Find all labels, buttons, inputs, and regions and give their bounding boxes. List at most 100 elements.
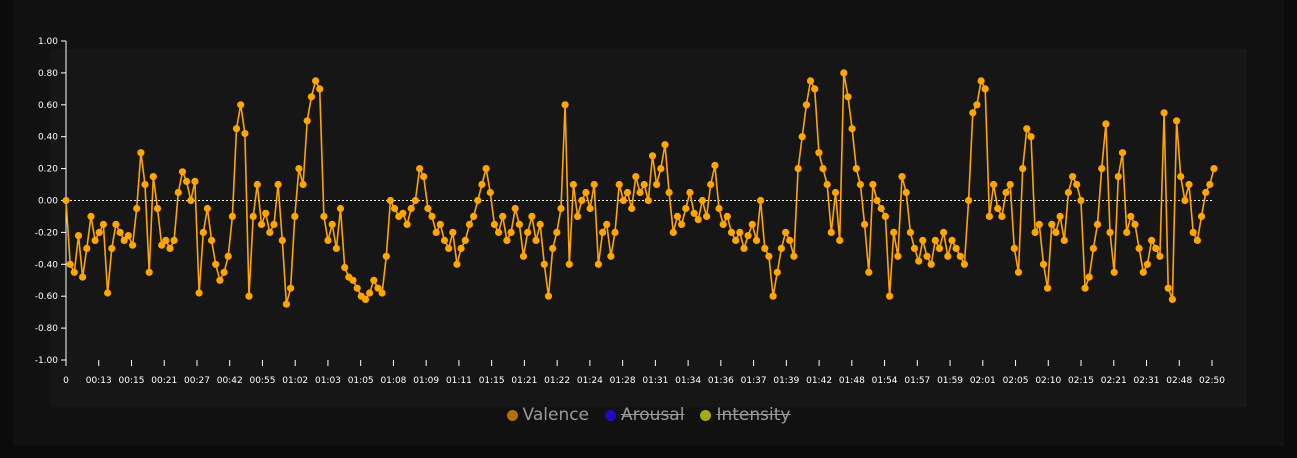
valence-data-point[interactable] [782,228,790,236]
valence-data-point[interactable] [287,284,295,292]
valence-data-point[interactable] [83,244,91,252]
valence-data-point[interactable] [644,196,652,205]
valence-data-point[interactable] [981,85,989,93]
valence-data-point[interactable] [1177,173,1185,181]
valence-data-point[interactable] [682,204,690,213]
valence-data-point[interactable] [877,204,885,213]
valence-data-point[interactable] [1189,228,1197,236]
valence-data-point[interactable] [923,252,931,260]
valence-data-point[interactable] [336,204,345,213]
valence-data-point[interactable] [723,212,731,220]
valence-data-point[interactable] [1098,165,1106,173]
valence-data-point[interactable] [952,244,960,252]
valence-data-point[interactable] [1002,188,1010,197]
valence-data-point[interactable] [416,165,424,173]
valence-data-point[interactable] [869,180,877,189]
valence-data-point[interactable] [445,244,453,252]
valence-data-point[interactable] [524,228,532,236]
valence-data-point[interactable] [158,241,166,249]
valence-data-point[interactable] [1039,260,1048,268]
valence-data-point[interactable] [361,295,370,303]
valence-data-point[interactable] [553,228,561,236]
valence-data-point[interactable] [615,180,623,189]
valence-data-point[interactable] [1185,180,1193,189]
valence-data-point[interactable] [569,180,578,189]
valence-data-point[interactable] [370,276,378,284]
valence-data-point[interactable] [590,180,598,189]
valence-data-point[interactable] [1114,173,1122,181]
valence-data-point[interactable] [312,77,320,85]
valence-data-point[interactable] [1060,236,1068,244]
valence-data-point[interactable] [366,289,374,297]
valence-data-point[interactable] [773,268,781,276]
valence-data-point[interactable] [316,85,324,93]
valence-data-point[interactable] [819,165,827,173]
valence-data-point[interactable] [270,220,278,228]
valence-data-point[interactable] [806,77,815,85]
valence-data-point[interactable] [669,228,677,236]
valence-data-point[interactable] [565,260,573,268]
valence-data-point[interactable] [703,212,711,220]
valence-data-point[interactable] [894,252,902,260]
valence-data-point[interactable] [694,216,702,224]
valence-data-point[interactable] [420,173,428,181]
valence-data-point[interactable] [104,289,112,297]
valence-data-point[interactable] [632,173,640,181]
valence-data-point[interactable] [948,236,956,244]
valence-data-point[interactable] [777,244,786,252]
valence-data-point[interactable] [786,236,794,244]
valence-data-point[interactable] [1006,180,1014,189]
valence-data-point[interactable] [603,220,611,228]
valence-data-point[interactable] [586,204,594,213]
valence-data-point[interactable] [1181,196,1189,205]
valence-data-point[interactable] [848,125,856,133]
valence-data-point[interactable] [1010,244,1018,252]
valence-data-point[interactable] [424,204,432,213]
valence-data-point[interactable] [906,228,915,236]
valence-data-point[interactable] [515,220,524,228]
valence-data-point[interactable] [740,244,748,252]
valence-data-point[interactable] [1056,212,1064,220]
valence-data-point[interactable] [765,252,773,260]
valence-data-point[interactable] [519,252,528,260]
valence-data-point[interactable] [1089,244,1097,252]
valence-data-point[interactable] [790,252,798,260]
valence-data-point[interactable] [1027,133,1035,141]
valence-data-point[interactable] [994,204,1002,213]
valence-data-point[interactable] [707,180,715,189]
valence-data-point[interactable] [162,236,170,244]
valence-data-point[interactable] [224,252,232,260]
valence-data-point[interactable] [499,212,507,220]
valence-data-point[interactable] [1085,273,1093,281]
valence-data-point[interactable] [79,273,87,281]
valence-data-point[interactable] [698,196,707,205]
valence-data-point[interactable] [973,101,981,109]
valence-data-point[interactable] [544,292,553,300]
valence-data-point[interactable] [561,101,569,109]
valence-data-point[interactable] [648,152,657,160]
valence-data-point[interactable] [1069,173,1077,181]
valence-data-point[interactable] [203,204,211,213]
valence-data-point[interactable] [1093,220,1102,228]
valence-data-point[interactable] [673,212,682,220]
valence-data-point[interactable] [278,236,286,244]
valence-data-point[interactable] [748,220,756,228]
valence-data-point[interactable] [1077,196,1085,205]
valence-data-point[interactable] [149,173,157,181]
valence-data-point[interactable] [133,204,141,213]
valence-data-point[interactable] [237,101,245,109]
valence-data-point[interactable] [727,228,736,236]
valence-data-point[interactable] [619,196,628,205]
valence-data-point[interactable] [873,196,881,205]
valence-data-point[interactable] [482,165,490,173]
valence-data-point[interactable] [428,212,436,220]
valence-data-point[interactable] [507,228,515,236]
valence-data-point[interactable] [831,188,840,197]
valence-data-point[interactable] [915,257,923,265]
valence-data-point[interactable] [432,228,440,236]
valence-data-point[interactable] [1197,212,1206,220]
valence-data-point[interactable] [495,228,503,236]
valence-data-point[interactable] [257,220,266,228]
valence-data-point[interactable] [757,196,765,205]
valence-data-point[interactable] [511,204,519,213]
